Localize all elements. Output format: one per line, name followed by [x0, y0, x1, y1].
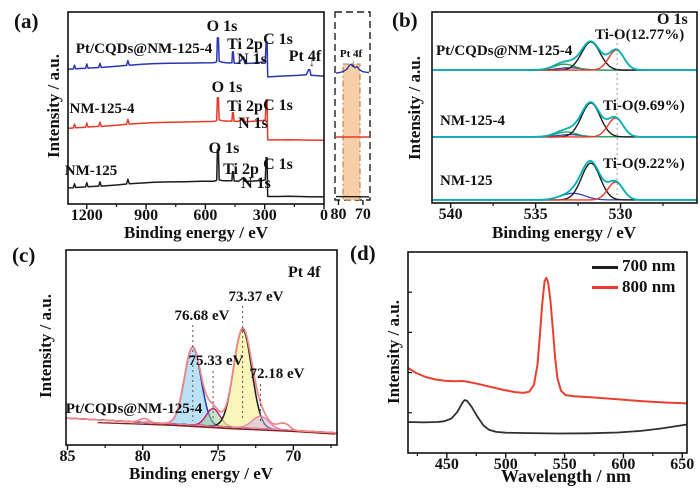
shape-a	[342, 63, 361, 201]
shape-a	[334, 11, 371, 201]
peak-ev-label-76-68: 76.68 eV	[174, 308, 230, 324]
tick-label: 500	[493, 456, 518, 473]
tick-label: 550	[552, 456, 577, 473]
yaxis-label-c: Intensity / a.u.	[36, 294, 56, 398]
tick-label: 1200	[70, 207, 103, 224]
sample-label-pt-cqds: Pt/CQDs@NM-125-4	[75, 41, 213, 57]
peak-ev-label-73-37: 73.37 eV	[228, 289, 284, 305]
xaxis-label-c: Binding energy / eV	[128, 464, 274, 483]
peak-ev-label-75-33: 75.33 eV	[188, 353, 244, 369]
tick-label: 650	[670, 456, 695, 473]
peak-label-o1s-black: O 1s	[208, 140, 240, 157]
panel-letter-c: (c)	[12, 243, 36, 267]
peak-label-ti2p-red: Ti 2p	[227, 98, 263, 115]
tick-label: 540	[438, 206, 463, 223]
g2-envelope	[432, 101, 697, 138]
tio-label-2: Ti-O(9.69%)	[603, 98, 685, 114]
peak-label-o1s-red: O 1s	[211, 79, 243, 96]
down-arrow-icon: ↓	[309, 55, 315, 69]
xaxis-label-b: Binding energy / eV	[491, 223, 637, 242]
tick-label: 530	[608, 206, 633, 223]
peak-label-n1s-black: N 1s	[241, 175, 271, 192]
g1-envelope	[432, 40, 697, 71]
region-label-o1s: O 1s	[657, 11, 688, 28]
pt4f-envelope	[65, 327, 338, 434]
panel-letter-a: (a)	[14, 9, 39, 33]
tio-label-1: Ti-O(12.77%)	[595, 27, 685, 43]
plot-frame-d	[407, 251, 688, 454]
yaxis-label-a: Intensity / a.u.	[44, 54, 64, 158]
xaxis-label-d: Wavelength / nm	[500, 466, 632, 486]
tick-label: 0	[320, 207, 328, 224]
sample-label-b3: NM-125	[440, 173, 493, 189]
legend-label-800nm: 800 nm	[622, 277, 676, 296]
survey-Pt-CQDs-NM-125-4	[67, 37, 325, 78]
tick-label: 70	[285, 448, 302, 465]
legend-label-700nm: 700 nm	[622, 256, 676, 275]
sample-label-b1: Pt/CQDs@NM-125-4	[436, 43, 573, 59]
tick-label: 900	[134, 207, 159, 224]
peak-label-pt4f-blue: Pt 4f	[288, 48, 322, 65]
peak-label-ti2p-black: Ti 2p	[223, 161, 259, 178]
survey-NM-125-4	[67, 97, 325, 142]
peak-label-n1s-red: N 1s	[238, 115, 268, 132]
peak-label-o1s-blue: O 1s	[206, 18, 238, 35]
tick-label: 85	[59, 448, 76, 465]
plot-frame-c	[65, 249, 338, 446]
inset-blue	[335, 63, 370, 74]
g3-envelope	[432, 159, 697, 201]
panel-letter-b: (b)	[392, 8, 418, 32]
tick-label: 535	[523, 206, 548, 223]
yaxis-label-d: Intensity / a.u.	[384, 300, 404, 404]
tick-label: 75	[210, 448, 227, 465]
pl-800nm	[407, 276, 688, 405]
survey-NM-125	[67, 149, 325, 198]
tick-label: 450	[434, 456, 459, 473]
peak-label-c1s-blue: C 1s	[263, 31, 293, 48]
sample-label-nm-125-4: NM-125-4	[69, 101, 135, 117]
tick-label: 70	[354, 206, 371, 223]
sample-label-nm-125: NM-125	[64, 163, 118, 179]
peak-label-c1s-black: C 1s	[263, 156, 293, 173]
panel-letter-d: (d)	[350, 241, 376, 265]
tick-label: 80	[134, 448, 151, 465]
inset-down-arrow-icon: ↓	[350, 58, 356, 69]
sample-label-c: Pt/CQDs@NM-125-4	[65, 401, 203, 417]
legend-swatch-800nm	[592, 286, 618, 289]
sample-label-b2: NM-125-4	[440, 113, 505, 129]
tick-label: 300	[252, 207, 277, 224]
tick-label: 80	[330, 206, 347, 223]
tio-label-3: Ti-O(9.22%)	[603, 156, 685, 172]
plot-frame-b	[431, 11, 698, 204]
inset-pt4f-label: Pt 4f	[339, 48, 363, 60]
peak-label-c1s-red: C 1s	[263, 97, 293, 114]
peak-label-ti2p-blue: Ti 2p	[227, 36, 263, 53]
tick-label: 600	[611, 456, 636, 473]
yaxis-label-b: Intensity / a.u.	[405, 56, 425, 160]
peak-label-n1s-blue: N 1s	[237, 51, 267, 68]
plot-frame-a	[67, 11, 325, 205]
peak-ev-label-72-18: 72.18 eV	[249, 366, 305, 382]
pt4f-raw-baseline	[97, 421, 336, 435]
legend-swatch-700nm	[592, 266, 618, 269]
pl-700nm	[407, 399, 688, 435]
region-label-pt4f: Pt 4f	[288, 264, 321, 281]
xaxis-label-a: Binding energy / eV	[123, 223, 269, 242]
tick-label: 600	[193, 207, 218, 224]
